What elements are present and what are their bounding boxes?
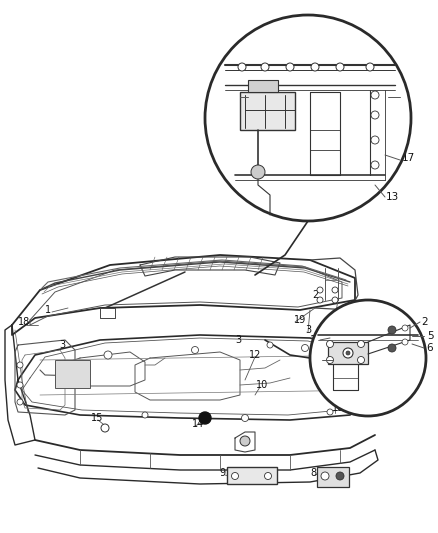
Circle shape [332,297,338,303]
Text: 19: 19 [294,315,306,325]
Circle shape [371,91,379,99]
Circle shape [357,341,364,348]
Circle shape [310,300,426,416]
Text: 18: 18 [18,317,30,327]
Text: 13: 13 [385,192,399,202]
FancyBboxPatch shape [55,360,90,388]
Circle shape [343,348,353,358]
Circle shape [388,344,396,352]
FancyBboxPatch shape [248,80,278,92]
Text: 4: 4 [337,310,343,320]
Circle shape [17,399,23,405]
Circle shape [241,415,248,422]
Circle shape [346,351,350,355]
FancyBboxPatch shape [317,467,349,487]
Circle shape [336,472,344,480]
Circle shape [317,297,323,303]
Text: 15: 15 [91,413,103,423]
Circle shape [336,63,344,71]
Circle shape [251,165,265,179]
Circle shape [326,357,333,364]
Text: 3: 3 [59,340,65,350]
Circle shape [191,346,198,353]
Circle shape [402,325,408,331]
FancyBboxPatch shape [328,342,368,364]
Circle shape [261,63,269,71]
Circle shape [238,63,246,71]
Text: 14: 14 [192,419,204,429]
Circle shape [402,339,408,345]
Circle shape [371,161,379,169]
Circle shape [101,424,109,432]
Circle shape [366,63,374,71]
Circle shape [327,409,333,415]
Circle shape [17,382,23,388]
Text: 17: 17 [401,153,415,163]
Circle shape [142,412,148,418]
Text: 5: 5 [427,331,433,341]
Circle shape [240,436,250,446]
Circle shape [371,111,379,119]
Circle shape [357,357,364,364]
Text: 16: 16 [332,403,344,413]
Text: 9: 9 [219,468,225,478]
Circle shape [267,342,273,348]
Text: 10: 10 [256,380,268,390]
Text: 2: 2 [312,290,318,300]
Text: 1: 1 [45,305,51,315]
Circle shape [388,326,396,334]
Circle shape [199,412,211,424]
Circle shape [332,287,338,293]
Circle shape [301,344,308,351]
Circle shape [317,287,323,293]
Circle shape [104,351,112,359]
Circle shape [232,472,239,480]
Text: 3: 3 [305,325,311,335]
Text: 6: 6 [427,343,433,353]
Circle shape [326,341,333,348]
FancyBboxPatch shape [240,92,295,130]
Text: 8: 8 [402,92,408,102]
Circle shape [17,362,23,368]
Circle shape [321,472,329,480]
Circle shape [205,15,411,221]
Circle shape [311,63,319,71]
Text: 8: 8 [310,468,316,478]
FancyBboxPatch shape [227,467,277,484]
Circle shape [286,63,294,71]
Text: 2: 2 [422,317,428,327]
Text: 3: 3 [235,335,241,345]
Text: 7: 7 [230,92,237,102]
Text: 12: 12 [249,350,261,360]
Text: 1: 1 [310,335,316,345]
Text: 4: 4 [314,355,321,365]
Circle shape [371,136,379,144]
Circle shape [265,472,272,480]
